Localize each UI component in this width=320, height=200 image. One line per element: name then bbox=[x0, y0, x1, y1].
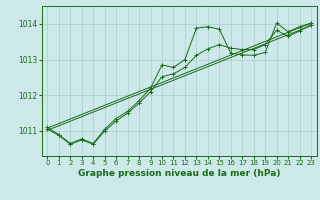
X-axis label: Graphe pression niveau de la mer (hPa): Graphe pression niveau de la mer (hPa) bbox=[78, 169, 280, 178]
